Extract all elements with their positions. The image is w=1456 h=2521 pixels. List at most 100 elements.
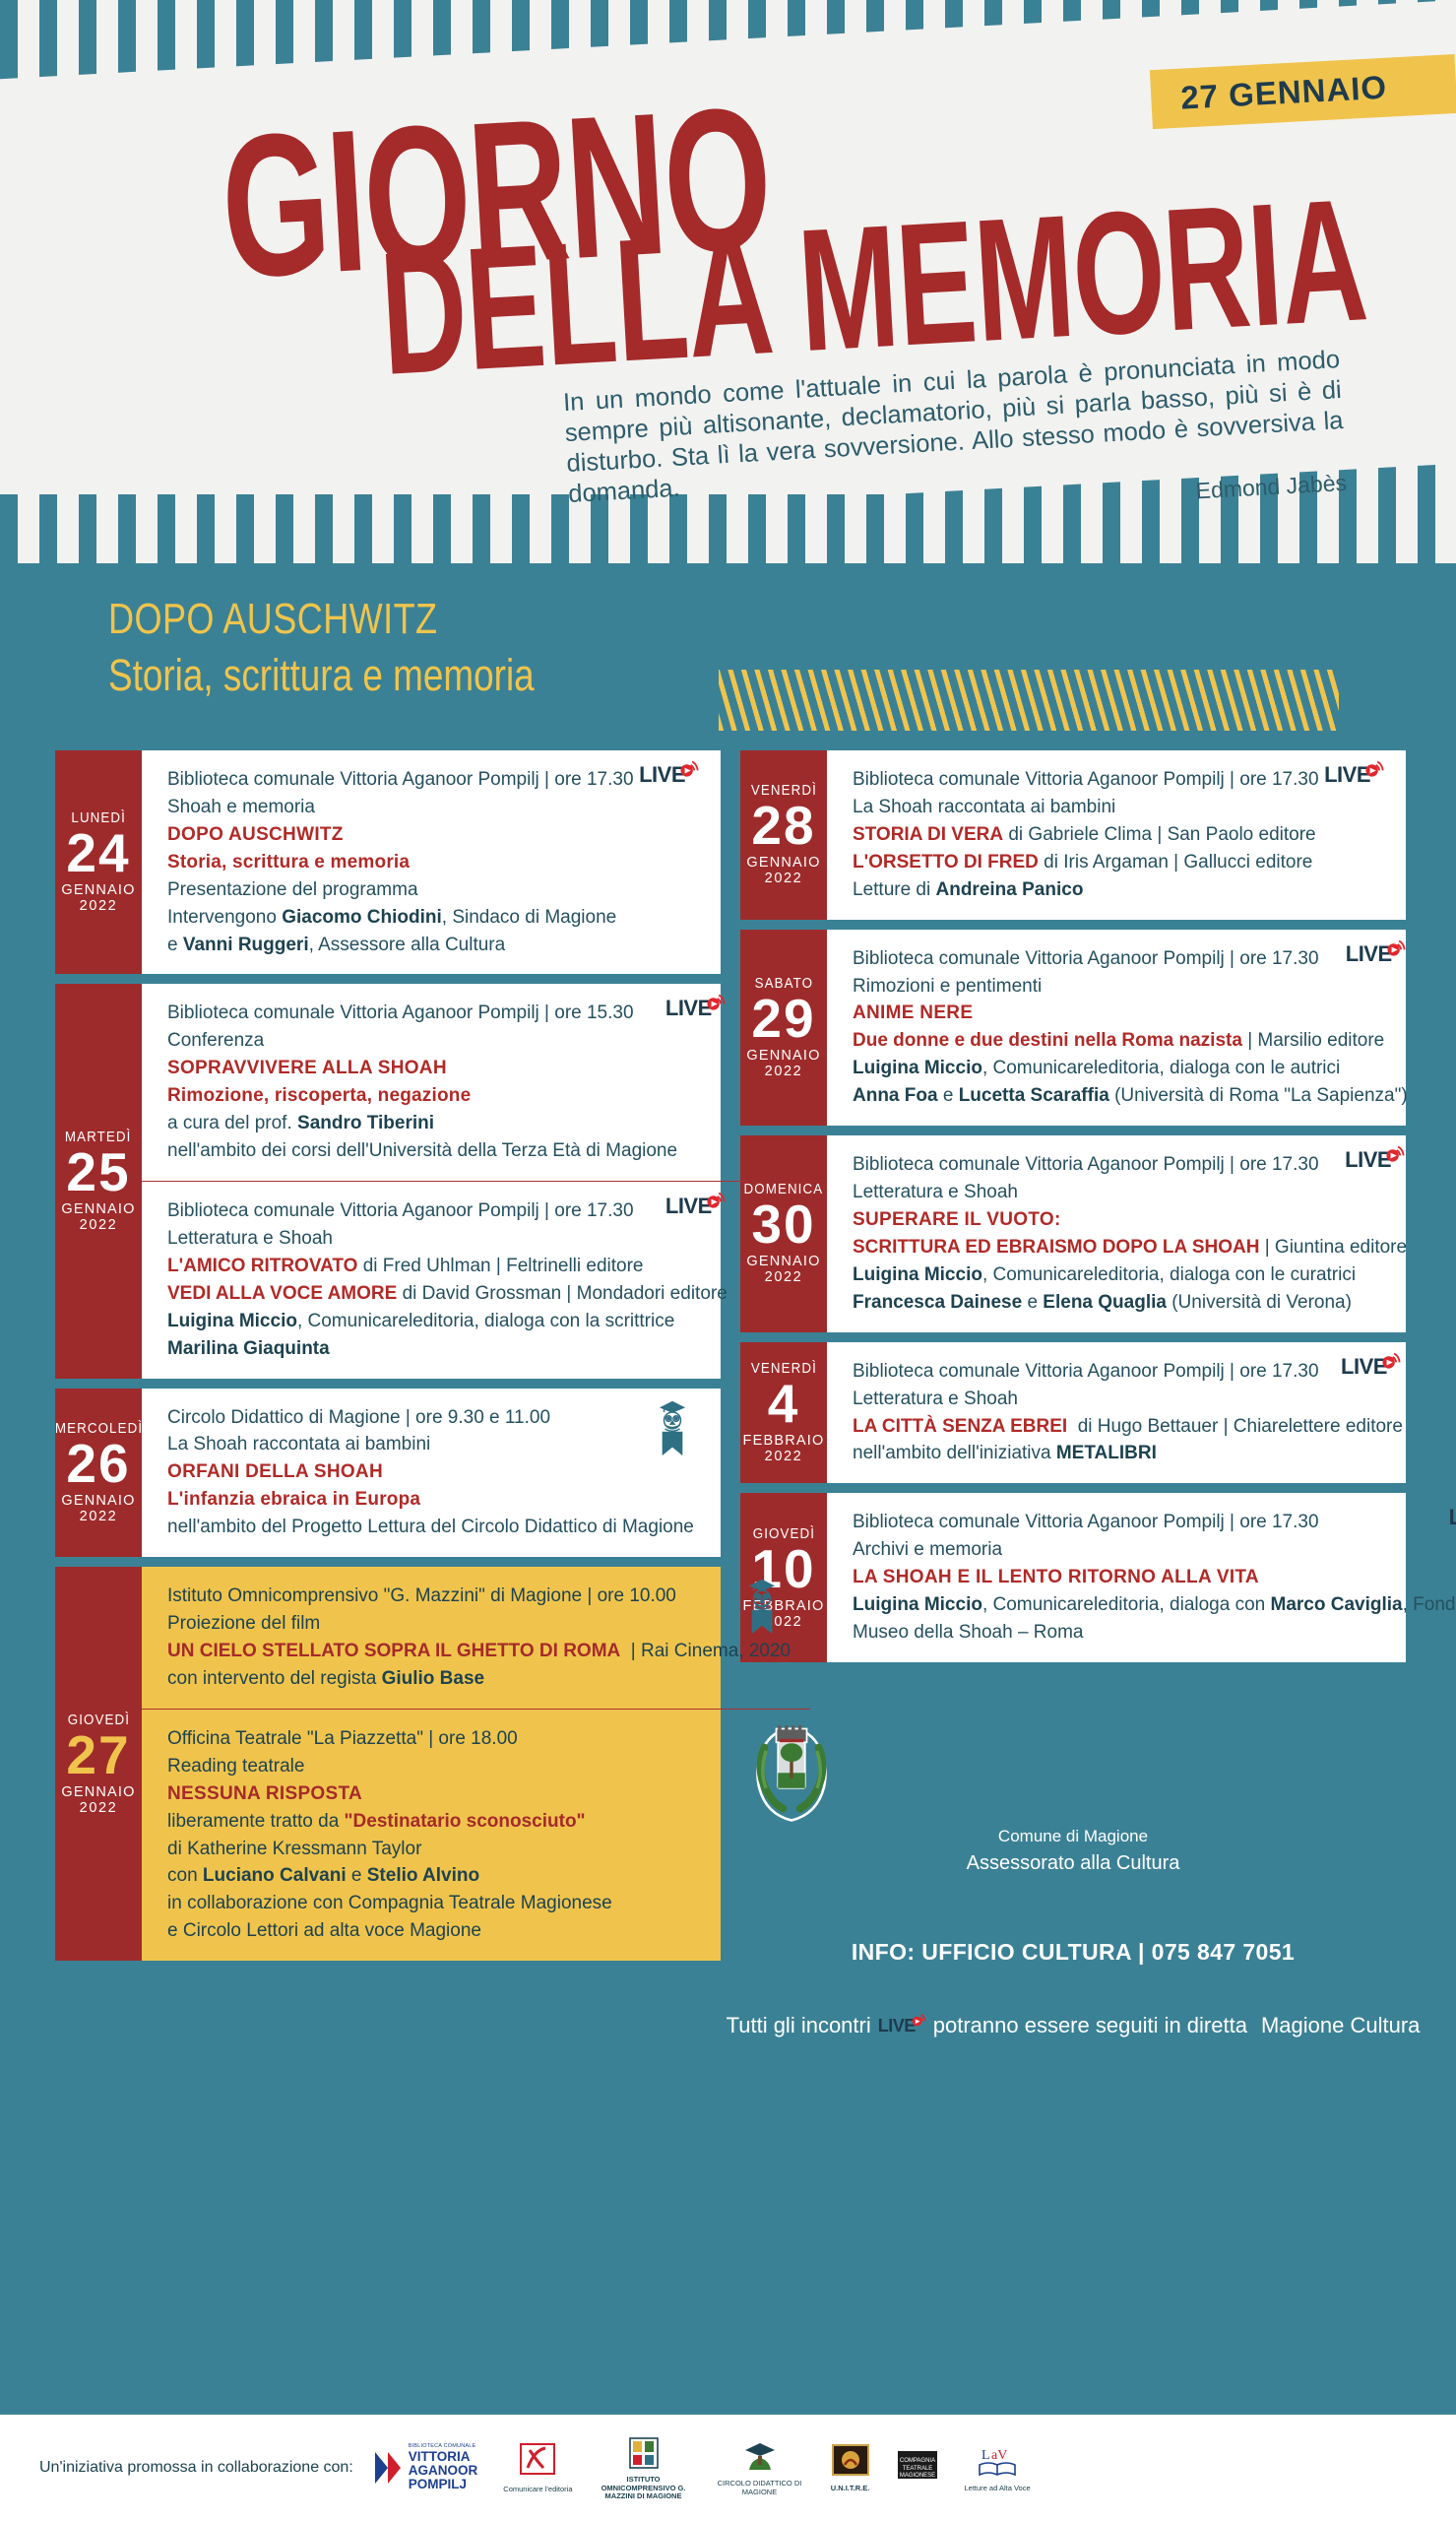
- comunicare-editoria-icon: [520, 2442, 556, 2475]
- event-day-number: 28: [751, 795, 816, 857]
- event-block: LIVE Biblioteca comunale Vittoria Aganoo…: [827, 1493, 1456, 1662]
- owl-bookmark-icon: [739, 1575, 785, 1636]
- event-line: La Shoah raccontata ai bambini: [853, 796, 1116, 817]
- event-day-number: 27: [66, 1723, 131, 1785]
- circolo-didattico-icon: [744, 2443, 775, 2471]
- event-line: Presentazione del programma: [167, 878, 418, 900]
- events-grid: LUNEDÌ 24 GENNAIO 2022 LIVE Biblioteca c…: [0, 750, 1456, 2038]
- event-line: Biblioteca comunale Vittoria Aganoor Pom…: [167, 1199, 634, 1221]
- event-card: VENERDÌ 4 FEBBRAIO 2022 LIVE Biblioteca …: [740, 1341, 1406, 1484]
- event-year: 2022: [79, 1799, 118, 1816]
- live-badge: LIVE: [1346, 939, 1406, 965]
- owl-bookmark-icon: [650, 1396, 695, 1457]
- event-line: liberamente tratto da "Destinatario scon…: [167, 1810, 586, 1832]
- event-line: Officina Teatrale "La Piazzetta" | ore 1…: [167, 1727, 518, 1749]
- event-line: Istituto Omnicomprensivo "G. Mazzini" di…: [167, 1585, 676, 1607]
- stripe-pattern-bottom: [0, 494, 1456, 563]
- event-line: a cura del prof. Sandro Tiberini: [167, 1113, 435, 1134]
- live-note-suffix: potranno essere seguiti in diretta: [932, 2013, 1247, 2038]
- event-year: 2022: [764, 1613, 803, 1630]
- event-weekday: DOMENICA: [743, 1182, 824, 1198]
- event-line: Rimozione, riscoperta, negazione: [167, 1085, 472, 1107]
- svg-text:aV: aV: [991, 2448, 1007, 2463]
- event-month: GENNAIO: [61, 882, 136, 899]
- event-day-number: 26: [66, 1432, 131, 1494]
- event-line: Biblioteca comunale Vittoria Aganoor Pom…: [853, 1360, 1319, 1382]
- events-column-right: VENERDÌ 28 GENNAIO 2022 LIVE Biblioteca …: [727, 750, 1456, 2039]
- organizer-footer: Comune di Magione Assessorato alla Cultu…: [727, 1713, 1420, 2039]
- event-year: 2022: [764, 1448, 803, 1464]
- event-block: LIVE Biblioteca comunale Vittoria Aganoo…: [827, 750, 1406, 920]
- event-card: MERCOLEDÌ 26 GENNAIO 2022 Circolo Didatt…: [54, 1388, 721, 1558]
- event-line: Marilina Giaquinta: [167, 1337, 330, 1359]
- live-badge: LIVE: [1324, 760, 1384, 786]
- event-month: GENNAIO: [61, 1492, 136, 1509]
- event-block: LIVE Biblioteca comunale Vittoria Aganoo…: [142, 1180, 747, 1379]
- broadcast-icon: [704, 992, 726, 1013]
- partner-logo-circolo-didattico-di-magione: CIRCOLO DIDATTICO DI MAGIONE: [715, 2438, 805, 2496]
- event-line: in collaborazione con Compagnia Teatrale…: [167, 1893, 612, 1914]
- svg-text:L: L: [981, 2448, 990, 2463]
- event-line: Reading teatrale: [167, 1755, 305, 1777]
- event-line: SUPERARE IL VUOTO:: [853, 1208, 1061, 1230]
- event-card: LUNEDÌ 24 GENNAIO 2022 LIVE Biblioteca c…: [55, 750, 721, 975]
- event-line: e Vanni Ruggeri, Assessore alla Cultura: [167, 934, 506, 955]
- live-badge: LIVE: [1345, 1145, 1405, 1173]
- event-block: LIVE Biblioteca comunale Vittoria Aganoo…: [827, 1135, 1426, 1332]
- live-label: LIVE: [665, 996, 712, 1021]
- event-month: GENNAIO: [61, 1783, 136, 1800]
- event-line: Letteratura e Shoah: [853, 1182, 1018, 1203]
- event-date-box: SABATO 29 GENNAIO 2022: [740, 929, 827, 1127]
- event-line: nell'ambito dell'iniziativa METALIBRI: [853, 1443, 1157, 1464]
- event-day-number: 25: [66, 1141, 131, 1203]
- event-line: ANIME NERE: [853, 1002, 974, 1024]
- event-weekday: LUNEDÌ: [71, 810, 126, 827]
- event-day-number: 30: [751, 1194, 816, 1256]
- event-line: SCRITTURA ED EBRAISMO DOPO LA SHOAH | Gi…: [853, 1236, 1408, 1258]
- live-label: LIVE: [877, 2016, 917, 2036]
- info-contact: INFO: UFFICIO CULTURA | 075 847 7051: [851, 1939, 1296, 1966]
- event-line: LA SHOAH E IL LENTO RITORNO ALLA VITA: [853, 1567, 1259, 1588]
- event-line: Francesca Dainese e Elena Quaglia (Unive…: [853, 1291, 1352, 1313]
- broadcast-icon: [1384, 937, 1406, 959]
- event-line: VEDI ALLA VOCE AMORE di David Grossman |…: [167, 1282, 728, 1304]
- section-title: DOPO AUSCHWITZ: [108, 595, 438, 643]
- broadcast-icon: [1383, 1143, 1405, 1165]
- event-month: FEBBRAIO: [742, 1432, 825, 1449]
- event-month: GENNAIO: [61, 1200, 136, 1217]
- event-line: SOPRAVVIVERE ALLA SHOAH: [167, 1058, 447, 1079]
- event-year: 2022: [79, 898, 118, 915]
- live-badge: LIVE: [665, 995, 726, 1021]
- event-line: Biblioteca comunale Vittoria Aganoor Pom…: [167, 1002, 634, 1024]
- event-card: SABATO 29 GENNAIO 2022 LIVE Biblioteca c…: [740, 929, 1408, 1127]
- event-year: 2022: [764, 1269, 803, 1286]
- svg-text:MAGIONESE: MAGIONESE: [899, 2473, 934, 2479]
- live-label: LIVE: [1345, 1147, 1392, 1173]
- svg-text:COMPAGNIA: COMPAGNIA: [899, 2458, 934, 2464]
- event-line: UN CIELO STELLATO SOPRA IL GHETTO DI ROM…: [167, 1640, 791, 1661]
- live-label: LIVE: [1448, 1505, 1456, 1530]
- event-line: Circolo Didattico di Magione | ore 9.30 …: [167, 1406, 551, 1428]
- live-label: LIVE: [639, 762, 685, 787]
- event-line: con Luciano Calvani e Stelio Alvino: [167, 1865, 480, 1887]
- event-line: Letture di Andreina Panico: [853, 878, 1084, 900]
- event-line: L'infanzia ebraica in Europa: [167, 1489, 421, 1511]
- section-header: DOPO AUSCHWITZ Storia, scrittura e memor…: [0, 563, 1456, 750]
- event-body: LIVE Biblioteca comunale Vittoria Aganoo…: [827, 1135, 1426, 1332]
- event-block: LIVE Biblioteca comunale Vittoria Aganoo…: [827, 1342, 1423, 1484]
- event-year: 2022: [764, 871, 803, 887]
- assessorato-name: Assessorato alla Cultura: [966, 1852, 1180, 1875]
- event-line: e Circolo Lettori ad alta voce Magione: [167, 1920, 481, 1942]
- broadcast-icon: [704, 1190, 726, 1211]
- event-date-box: VENERDÌ 28 GENNAIO 2022: [740, 750, 827, 920]
- partner-logo-lettori-ad-alta-voce: L aV Letture ad Alta Voce: [965, 2443, 1031, 2493]
- event-line: con intervento del regista Giulio Base: [167, 1667, 485, 1689]
- comune-name: Comune di Magione: [997, 1826, 1149, 1845]
- live-badge: LIVE: [1449, 1507, 1456, 1528]
- svg-text:TEATRALE: TEATRALE: [902, 2466, 932, 2472]
- event-line: Rimozioni e pentimenti: [853, 975, 1043, 997]
- event-body: LIVE Biblioteca comunale Vittoria Aganoo…: [142, 750, 721, 974]
- event-year: 2022: [79, 1508, 118, 1524]
- unitre-icon: [831, 2443, 869, 2476]
- partner-logo-compagnia-teatrale-magionese: COMPAGNIA TEATRALE MAGIONESE: [896, 2448, 939, 2488]
